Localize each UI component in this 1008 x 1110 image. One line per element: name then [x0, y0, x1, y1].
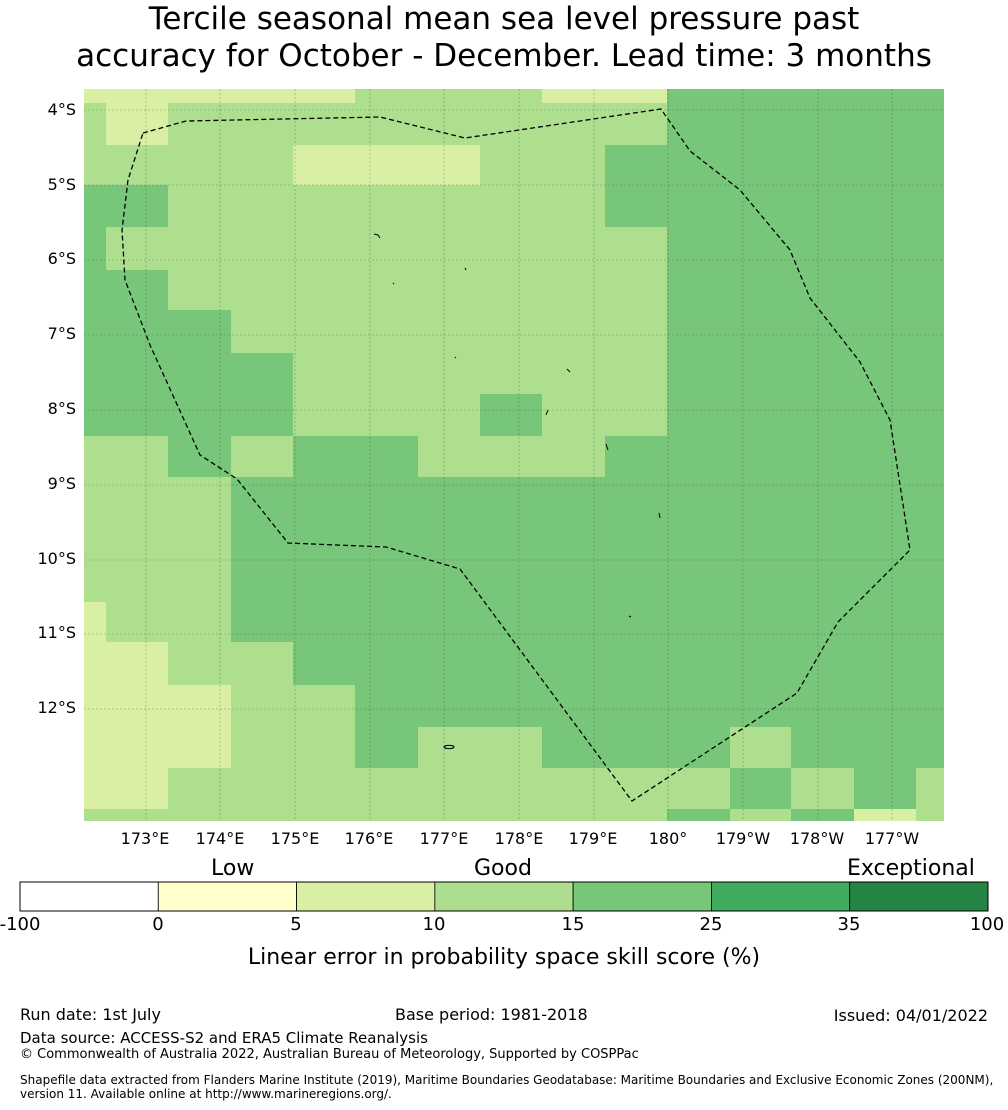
- skill-cell: [293, 145, 480, 185]
- category-exceptional: Exceptional: [847, 856, 975, 881]
- colorbar-swatch: [19, 881, 159, 912]
- lon-label: 177°E: [419, 829, 469, 848]
- colorbar-tick: 35: [837, 914, 861, 935]
- island: [658, 512, 661, 519]
- category-low: Low: [211, 856, 255, 881]
- island: [373, 233, 381, 239]
- colorbar-swatch: [296, 881, 436, 912]
- skill-cell: [542, 89, 667, 103]
- island: [545, 409, 549, 416]
- island: [628, 615, 632, 618]
- lon-label: 177°W: [864, 829, 920, 848]
- skill-cell: [667, 809, 730, 821]
- lon-label: 176°E: [344, 829, 394, 848]
- island: [566, 368, 571, 373]
- graticule: [84, 89, 944, 821]
- skill-cell: [84, 89, 355, 103]
- islands: [373, 233, 661, 750]
- skill-cell: [730, 89, 944, 104]
- lat-label: 4°S: [47, 100, 76, 119]
- skill-cell: [605, 145, 667, 227]
- colorbar: [19, 881, 989, 912]
- data-source: Data source: ACCESS-S2 and ERA5 Climate …: [20, 1029, 428, 1047]
- lat-label: 6°S: [47, 249, 76, 268]
- colorbar-swatch: [157, 881, 297, 912]
- issued-date: Issued: 04/01/2022: [833, 1006, 988, 1025]
- skill-cell: [84, 768, 168, 809]
- island: [443, 744, 455, 750]
- colorbar-swatch: [711, 881, 851, 912]
- lat-label: 5°S: [47, 175, 76, 194]
- lat-label: 8°S: [47, 399, 76, 418]
- skill-cell: [791, 809, 854, 821]
- lon-label: 173°E: [120, 829, 170, 848]
- base-period: Base period: 1981-2018: [395, 1005, 588, 1024]
- lon-label: 174°E: [195, 829, 245, 848]
- skill-cell: [84, 227, 106, 270]
- skill-cell: [480, 394, 542, 436]
- shapefile-credit-line-1: Shapefile data extracted from Flanders M…: [20, 1073, 994, 1087]
- sea-level-pressure-skill-grid: [84, 89, 944, 821]
- skill-cell: [730, 809, 791, 821]
- colorbar-label: Linear error in probability space skill …: [247, 945, 761, 970]
- lat-label: 12°S: [37, 698, 76, 717]
- skill-map: [84, 89, 944, 821]
- skill-cell: [667, 768, 730, 809]
- title-line-2: accuracy for October - December. Lead ti…: [76, 38, 932, 74]
- colorbar-tick: 15: [561, 914, 585, 935]
- colorbar-tick: 10: [422, 914, 446, 935]
- lat-label: 11°S: [37, 623, 76, 642]
- colorbar-tick: 5: [290, 914, 302, 935]
- colorbar-tick: -100: [0, 914, 41, 935]
- skill-cell: [84, 310, 231, 353]
- lon-label: 178°W: [789, 829, 845, 848]
- island: [454, 356, 457, 359]
- colorbar-tick: 25: [699, 914, 723, 935]
- skill-cell: [605, 436, 667, 477]
- colorbar-tick: 100: [969, 914, 1005, 935]
- skill-cell: [231, 477, 667, 642]
- colorbar-swatches: [19, 881, 989, 912]
- skill-cell: [84, 685, 231, 768]
- eez-boundary: [121, 108, 911, 802]
- shapefile-credit-line-2: version 11. Available online at http://w…: [20, 1087, 392, 1101]
- skill-cell: [916, 768, 944, 809]
- lon-label: 179°W: [715, 829, 771, 848]
- colorbar-tick: 0: [152, 914, 164, 935]
- lat-label: 10°S: [37, 549, 76, 568]
- island: [605, 443, 609, 451]
- skill-cell: [542, 727, 667, 768]
- skill-cell: [293, 436, 418, 477]
- island: [392, 282, 395, 285]
- lon-label: 175°E: [270, 829, 320, 848]
- skill-cell: [730, 727, 791, 768]
- skill-cell: [84, 353, 293, 436]
- lon-label: 178°E: [494, 829, 544, 848]
- skill-cell: [84, 602, 106, 642]
- run-date: Run date: 1st July: [20, 1005, 161, 1024]
- skill-cell: [293, 642, 667, 685]
- skill-cell: [791, 768, 854, 809]
- colorbar-frame: [19, 881, 989, 912]
- copyright: © Commonwealth of Australia 2022, Austra…: [20, 1047, 639, 1062]
- skill-cell: [84, 642, 168, 685]
- lon-label: 179°E: [568, 829, 618, 848]
- skill-cell: [84, 270, 168, 310]
- skill-cell: [854, 809, 916, 821]
- title-line-1: Tercile seasonal mean sea level pressure…: [148, 1, 860, 37]
- skill-cell: [355, 685, 667, 727]
- skill-cell: [355, 727, 418, 768]
- colorbar-swatch: [434, 881, 574, 912]
- skill-cell: [168, 436, 231, 477]
- island: [464, 267, 467, 271]
- lat-label: 9°S: [47, 474, 76, 493]
- colorbar-swatch: [849, 881, 989, 912]
- colorbar-swatch: [572, 881, 712, 912]
- lat-label: 7°S: [47, 324, 76, 343]
- lon-label: 180°: [648, 829, 688, 848]
- category-good: Good: [474, 856, 532, 881]
- skill-cell: [667, 89, 944, 809]
